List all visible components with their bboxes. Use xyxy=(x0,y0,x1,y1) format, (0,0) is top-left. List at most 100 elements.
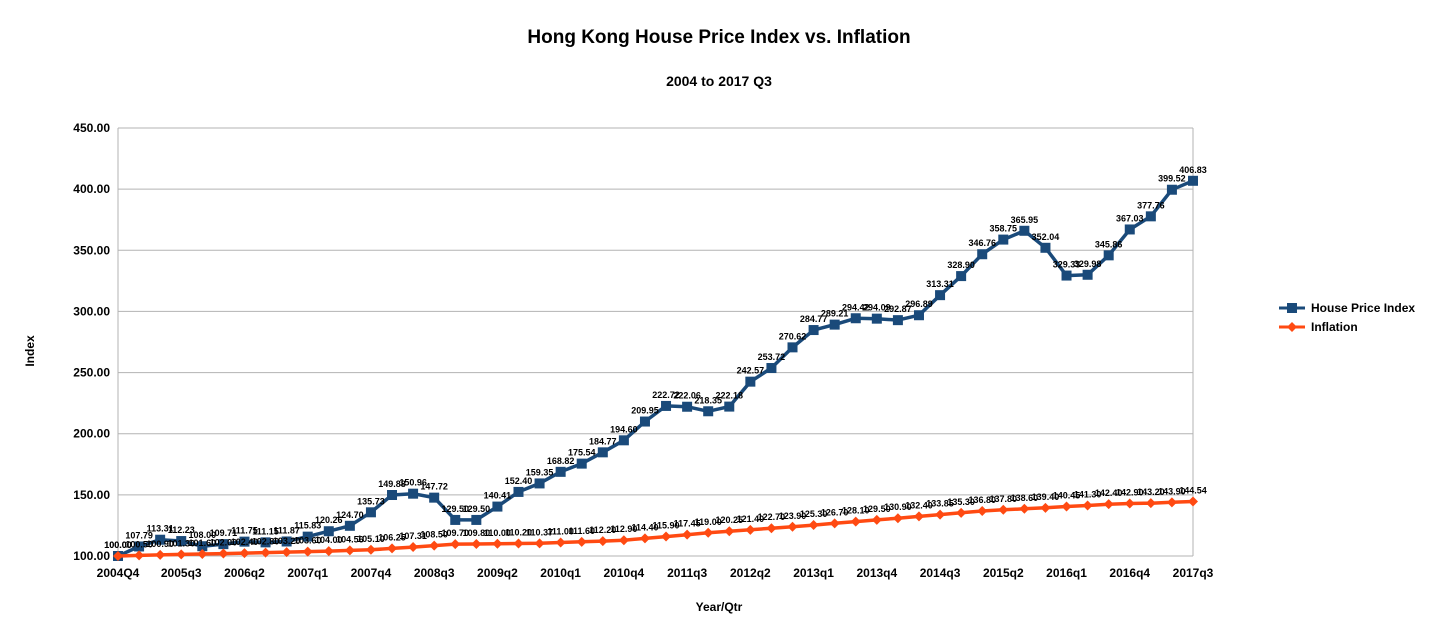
house-price-index-point xyxy=(450,514,461,525)
inflation-point xyxy=(724,526,735,537)
inflation-point xyxy=(850,516,861,527)
house-price-index-data-label: 328.90 xyxy=(947,260,975,270)
house-price-index-point xyxy=(639,416,650,427)
house-price-index-point xyxy=(408,488,419,499)
inflation-point xyxy=(534,538,545,549)
chart-title: Hong Kong House Price Index vs. Inflatio… xyxy=(527,27,910,48)
x-tick-label: 2015q2 xyxy=(983,566,1024,580)
house-price-index-point xyxy=(513,486,524,497)
y-tick-label: 150.00 xyxy=(73,488,110,502)
x-tick-label: 2016q4 xyxy=(1109,566,1150,580)
inflation-data-label: 101.30 xyxy=(167,538,195,548)
house-price-index-data-label: 107.79 xyxy=(125,530,153,540)
inflation-data-label: 112.20 xyxy=(589,525,616,535)
house-price-index-point xyxy=(745,376,756,387)
inflation-data-label: 109.80 xyxy=(463,528,491,538)
inflation-data-label: 136.80 xyxy=(968,495,996,505)
inflation-point xyxy=(555,537,566,548)
inflation-point xyxy=(661,531,672,542)
inflation-point xyxy=(956,507,967,518)
legend: House Price Index Inflation xyxy=(1279,301,1415,334)
legend-label: House Price Index xyxy=(1311,301,1415,315)
house-price-index-data-label: 358.75 xyxy=(990,224,1018,234)
y-axis-title: Index xyxy=(23,335,37,367)
y-tick-label: 200.00 xyxy=(73,427,110,441)
inflation-point xyxy=(1145,498,1156,509)
inflation-point xyxy=(513,538,524,549)
house-price-index-data-label: 111.15 xyxy=(252,526,279,536)
house-price-index-data-label: 152.40 xyxy=(505,476,533,486)
legend-marker xyxy=(1287,322,1297,332)
inflation-point xyxy=(1124,498,1135,509)
inflation-point xyxy=(492,538,503,549)
house-price-index-point xyxy=(281,536,292,547)
house-price-index-point xyxy=(218,539,229,550)
house-price-index-data-label: 270.62 xyxy=(779,331,807,341)
house-price-index-data-label: 112.23 xyxy=(168,525,195,535)
y-tick-label: 300.00 xyxy=(73,304,110,318)
inflation-data-label: 129.50 xyxy=(863,504,891,514)
inflation-data-label: 142.40 xyxy=(1095,488,1123,498)
house-price-index-data-label: 399.52 xyxy=(1158,174,1186,184)
inflation-point xyxy=(576,536,587,547)
house-price-index-data-label: 367.03 xyxy=(1116,213,1144,223)
series-inflation xyxy=(113,496,1198,561)
house-price-index-point xyxy=(1166,184,1177,195)
legend-marker xyxy=(1287,303,1297,313)
inflation-data-label: 132.40 xyxy=(905,500,933,510)
y-tick-label: 100.00 xyxy=(73,549,110,563)
house-price-index-data-label: 109.71 xyxy=(210,528,238,538)
inflation-data-label: 143.90 xyxy=(1158,486,1186,496)
inflation-data-label: 100.00 xyxy=(104,540,132,550)
house-price-index-point xyxy=(682,401,693,412)
inflation-data-label: 119.00 xyxy=(695,517,722,527)
inflation-data-label: 110.37 xyxy=(526,527,553,537)
x-tick-label: 2010q4 xyxy=(604,566,645,580)
inflation-point xyxy=(892,513,903,524)
inflation-data-label: 111.00 xyxy=(547,527,574,537)
house-price-index-line xyxy=(117,179,1194,558)
house-price-index-point xyxy=(1145,211,1156,222)
inflation-point xyxy=(450,539,461,550)
house-price-index-point xyxy=(429,492,440,503)
gridlines xyxy=(118,127,1193,557)
house-price-index-data-label: 113.31 xyxy=(147,524,174,534)
house-price-index-point xyxy=(913,310,924,321)
house-price-index-data-label: 313.31 xyxy=(926,279,954,289)
inflation-point xyxy=(197,549,208,560)
inflation-point xyxy=(1082,500,1093,511)
house-price-index-point xyxy=(977,249,988,260)
inflation-point xyxy=(1103,499,1114,510)
house-price-index-point xyxy=(555,466,566,477)
chart-subtitle: 2004 to 2017 Q3 xyxy=(666,73,772,89)
inflation-data-label: 112.90 xyxy=(610,524,637,534)
x-tick-label: 2011q3 xyxy=(667,566,707,580)
inflation-data-label: 110.00 xyxy=(484,528,511,538)
house-price-index-data-label: 100.00 xyxy=(104,540,132,550)
inflation-data-label: 142.90 xyxy=(1116,488,1144,498)
inflation-data-label: 125.30 xyxy=(800,509,828,519)
x-tick-label: 2007q4 xyxy=(351,566,392,580)
house-price-index-point xyxy=(787,342,798,353)
house-price-index-data-label: 345.86 xyxy=(1095,239,1123,249)
house-price-index-data-label: 289.21 xyxy=(821,309,849,319)
house-price-index-data-label: 209.95 xyxy=(631,406,659,416)
house-price-index-point xyxy=(871,313,882,324)
legend-entry-house-price-index: House Price Index xyxy=(1279,301,1415,315)
legend-label: Inflation xyxy=(1311,320,1358,334)
house-price-index-point xyxy=(1124,224,1135,235)
house-price-index-data-label: 184.77 xyxy=(589,436,617,446)
inflation-point xyxy=(1019,503,1030,514)
inflation-point xyxy=(281,547,292,558)
inflation-point xyxy=(113,551,123,561)
inflation-data-label: 111.60 xyxy=(568,526,595,536)
inflation-point xyxy=(323,546,334,557)
inflation-data-label: 130.90 xyxy=(884,502,912,512)
inflation-data-label: 104.56 xyxy=(336,534,364,544)
y-tick-label: 250.00 xyxy=(73,366,110,380)
y-tick-label: 400.00 xyxy=(73,182,110,196)
inflation-data-label: 120.25 xyxy=(716,515,744,525)
house-price-index-data-label: 329.33 xyxy=(1053,260,1081,270)
house-price-index-point xyxy=(302,531,313,542)
house-price-index-data-label: 135.73 xyxy=(357,496,385,506)
